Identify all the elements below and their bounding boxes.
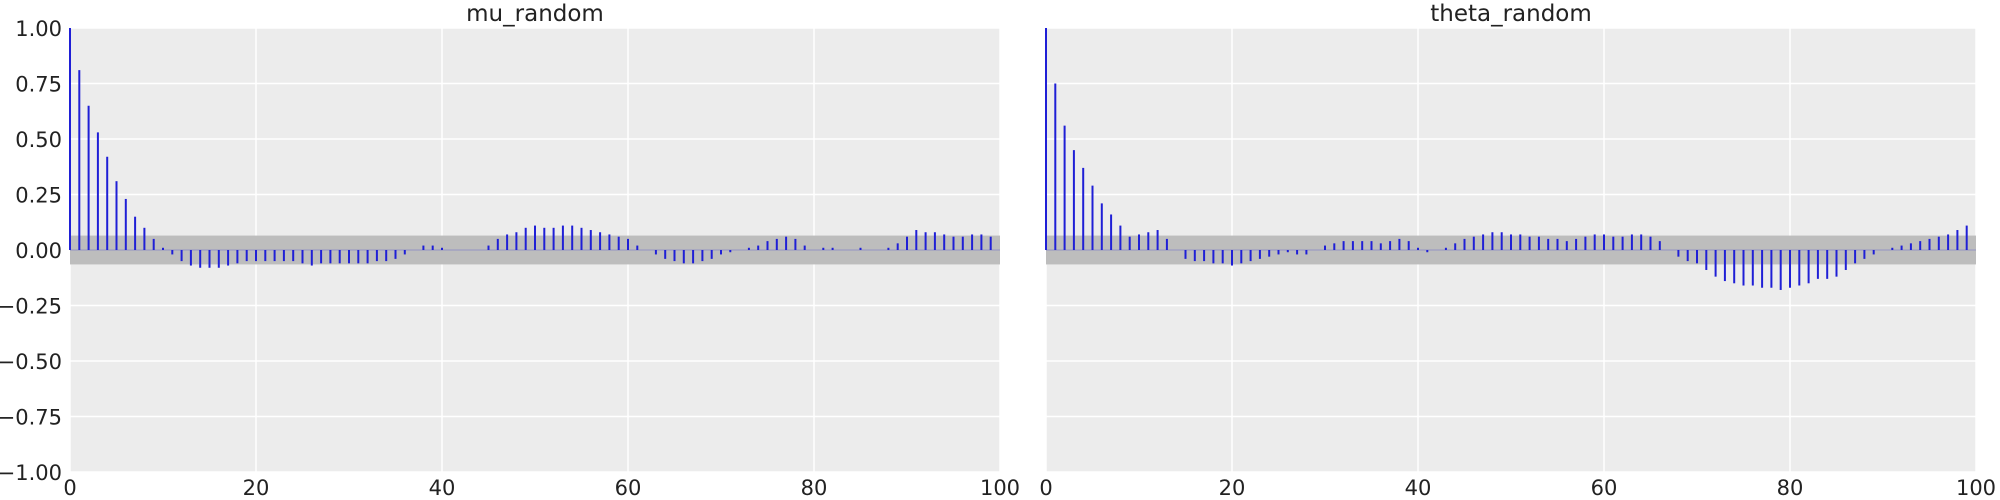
mu-random-y-tick-label: 0.25 <box>15 184 62 208</box>
mu-random-y-tick-label: −0.50 <box>0 350 62 374</box>
theta-random-x-tick-label: 20 <box>1219 476 1246 500</box>
mu-random-y-tick-label: 0.00 <box>15 239 62 263</box>
theta-random-panel: theta_random 0 20 40 60 80 100 <box>1039 1 1996 500</box>
mu-random-y-tick-label: 1.00 <box>15 17 62 41</box>
theta-random-x-tick-label: 80 <box>1777 476 1804 500</box>
mu-random-y-tick-label: −1.00 <box>0 461 62 485</box>
theta-random-x-tick-label: 0 <box>1039 476 1052 500</box>
mu-random-title: mu_random <box>466 1 604 27</box>
theta-random-x-tick-label: 100 <box>1956 476 1996 500</box>
mu-random-x-tick-label: 100 <box>980 476 1020 500</box>
mu-random-y-tick-label: 0.50 <box>15 128 62 152</box>
mu-random-x-tick-label: 60 <box>615 476 642 500</box>
mu-random-x-tick-label: 20 <box>243 476 270 500</box>
mu-random-y-tick-label: −0.25 <box>0 295 62 319</box>
mu-random-panel: mu_random 0 20 40 60 80 100 1.00 0.75 0.50 0.25 0.0… <box>0 1 1020 500</box>
theta-random-title: theta_random <box>1430 1 1592 27</box>
mu-random-x-tick-label: 80 <box>801 476 828 500</box>
mu-random-x-tick-label: 0 <box>63 476 76 500</box>
mu-random-x-tick-label: 40 <box>429 476 456 500</box>
mu-random-y-tick-label: −0.75 <box>0 406 62 430</box>
theta-random-x-tick-label: 60 <box>1591 476 1618 500</box>
theta-random-x-tick-label: 40 <box>1405 476 1432 500</box>
mu-random-y-tick-label: 0.75 <box>15 73 62 97</box>
